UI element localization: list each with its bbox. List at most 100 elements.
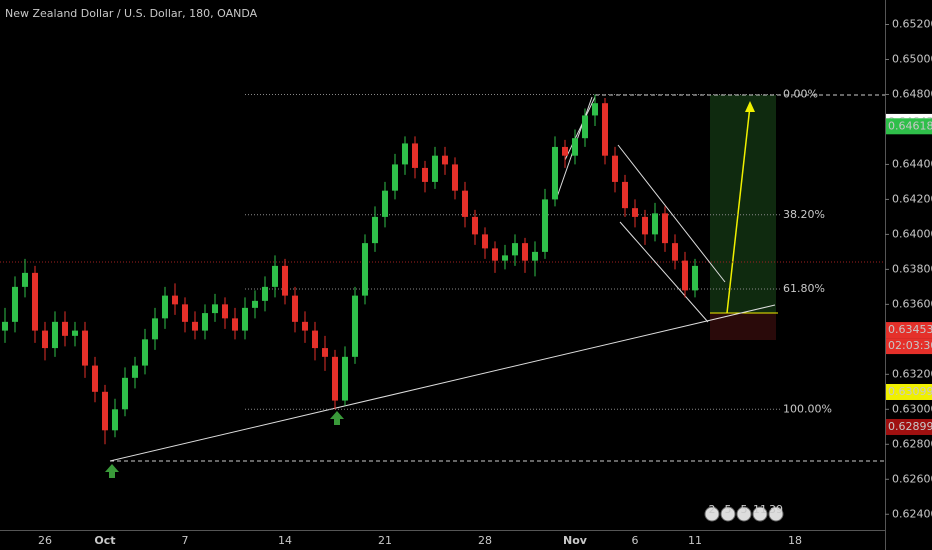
- candle-body: [72, 330, 78, 336]
- candle-body: [2, 321, 8, 331]
- y-tick-label: 0.62400: [892, 507, 932, 520]
- candle-body: [42, 330, 48, 349]
- candle-body: [622, 181, 628, 209]
- candle-body: [192, 321, 198, 331]
- event-badge-label: 39: [769, 503, 783, 516]
- pivot-arrow: [330, 411, 344, 425]
- candle-body: [362, 243, 368, 296]
- candle-body: [462, 190, 468, 217]
- candle-body: [532, 251, 538, 261]
- candle-body: [122, 377, 128, 410]
- candle-body: [562, 146, 568, 156]
- drawings: [0, 94, 885, 478]
- price-tag-label: 0.62899: [888, 420, 932, 433]
- fib-label: 61.80%: [783, 282, 825, 295]
- candle-body: [592, 103, 598, 116]
- candle-body: [22, 272, 28, 287]
- candle-body: [672, 243, 678, 261]
- trendline: [109, 304, 776, 462]
- rising-channel: [564, 96, 596, 161]
- candle-body: [202, 313, 208, 331]
- candle-body: [172, 295, 178, 305]
- x-tick-label: Oct: [94, 534, 115, 547]
- falling-channel: [617, 144, 726, 283]
- event-badge: [768, 506, 784, 522]
- countdown: 02:03:30: [888, 339, 932, 352]
- x-tick-label: Nov: [563, 534, 588, 547]
- fib-label: 38.20%: [783, 208, 825, 221]
- x-tick-label: 26: [38, 534, 52, 547]
- candle-body: [292, 295, 298, 322]
- candle-body: [652, 213, 658, 235]
- candle-body: [162, 295, 168, 319]
- candle-body: [412, 143, 418, 168]
- countdown-box: [886, 338, 932, 355]
- x-tick-label: 6: [632, 534, 639, 547]
- price-tag-label: 0.63099: [888, 385, 932, 398]
- price-tag: [886, 383, 932, 400]
- event-badge-label: 5: [741, 503, 748, 516]
- candle-body: [682, 260, 688, 291]
- candle-body: [582, 115, 588, 139]
- candle-body: [92, 365, 98, 392]
- candle-body: [212, 304, 218, 314]
- candle-body: [522, 243, 528, 261]
- candle-body: [112, 409, 118, 431]
- candle-body: [502, 255, 508, 261]
- candle-body: [632, 208, 638, 217]
- fib-label: 0.00%: [783, 87, 818, 100]
- candle-body: [342, 356, 348, 401]
- falling-channel: [619, 221, 709, 323]
- x-tick-label: 14: [278, 534, 292, 547]
- projection-arrow: [726, 105, 751, 314]
- candle-body: [82, 330, 88, 366]
- event-badge: [704, 506, 720, 522]
- long-position-target: [710, 95, 776, 313]
- fib-label: 100.00%: [783, 402, 832, 415]
- candle-body: [442, 155, 448, 165]
- candle-body: [32, 272, 38, 331]
- event-badge: [720, 506, 736, 522]
- event-badge-label: 11: [753, 503, 767, 516]
- candle-body: [382, 190, 388, 217]
- candle-body: [512, 243, 518, 256]
- candle-body: [152, 318, 158, 340]
- event-badge: [736, 506, 752, 522]
- arrow-head: [745, 101, 755, 112]
- candle-body: [272, 265, 278, 287]
- candle-body: [352, 295, 358, 357]
- candle-body: [12, 286, 18, 322]
- candle-body: [252, 300, 258, 308]
- candle-body: [52, 321, 58, 349]
- candle-body: [642, 216, 648, 235]
- candle-body: [602, 103, 608, 156]
- x-tick-label: 11: [688, 534, 702, 547]
- price-tag-label: 0.64618: [888, 119, 932, 132]
- candle-body: [422, 167, 428, 182]
- long-position-stop: [710, 313, 776, 340]
- candle-body: [222, 304, 228, 319]
- candle-body: [612, 155, 618, 182]
- candle-body: [232, 318, 238, 331]
- candle-body: [302, 321, 308, 331]
- price-tag: [886, 118, 932, 135]
- chart-title: New Zealand Dollar / U.S. Dollar, 180, O…: [5, 7, 258, 20]
- candle-body: [492, 248, 498, 261]
- candle-body: [182, 304, 188, 322]
- candle-body: [102, 391, 108, 431]
- candle-body: [542, 199, 548, 252]
- event-badge: [752, 506, 768, 522]
- candle-body: [692, 265, 698, 291]
- candle-body: [372, 216, 378, 244]
